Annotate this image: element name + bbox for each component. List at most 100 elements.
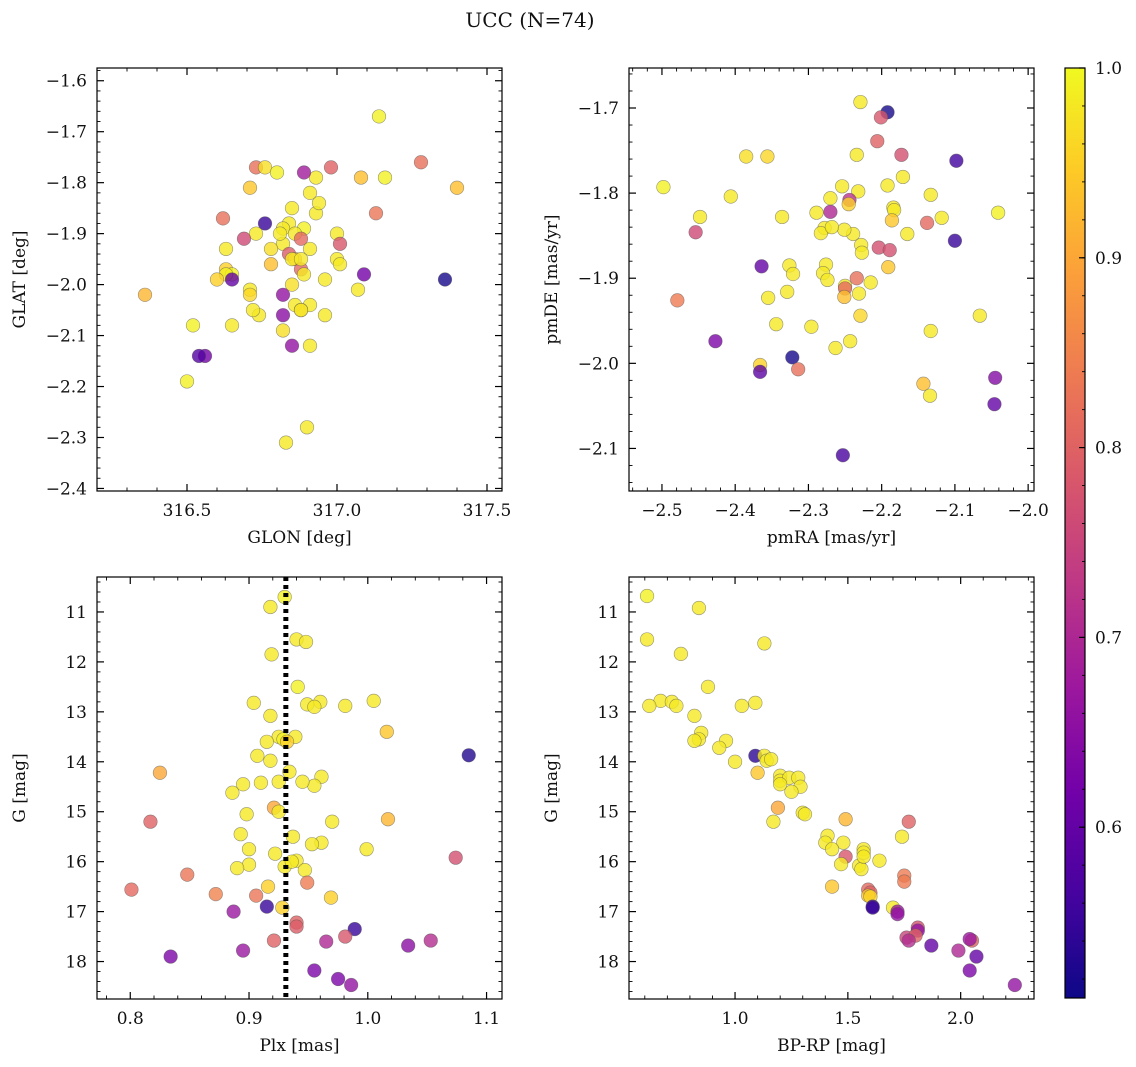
x-tick-label: 2.0 <box>947 1009 974 1029</box>
colorbar-tick-label: 0.9 <box>1095 249 1122 269</box>
data-point <box>308 170 324 185</box>
data-point <box>379 724 394 739</box>
data-point <box>293 231 309 246</box>
data-point <box>185 318 201 333</box>
data-point <box>700 679 716 694</box>
data-point <box>338 929 353 944</box>
data-point <box>835 448 850 463</box>
data-point <box>764 752 779 767</box>
data-point <box>837 222 852 237</box>
data-point <box>319 934 334 949</box>
data-point <box>260 879 276 894</box>
data-point <box>688 225 703 240</box>
data-point <box>143 814 158 829</box>
data-point <box>257 216 273 231</box>
data-point <box>225 785 240 800</box>
data-point <box>835 179 850 194</box>
y-tick-label: −2.1 <box>46 327 87 347</box>
data-point <box>780 284 795 299</box>
y-tick-label: −1.6 <box>46 72 87 92</box>
data-point <box>371 109 387 124</box>
y-axis-label: G [mag] <box>10 753 30 822</box>
data-point <box>752 364 768 379</box>
x-axis-label: pmRA [mas/yr] <box>767 528 896 548</box>
data-point <box>972 308 987 323</box>
y-tick-label: 14 <box>65 753 87 773</box>
y-tick-label: 11 <box>597 603 619 623</box>
data-point <box>359 842 374 857</box>
data-point <box>264 647 279 662</box>
data-point <box>248 226 264 241</box>
data-point <box>856 849 871 864</box>
data-point <box>259 899 274 914</box>
plot-frame <box>96 576 503 1000</box>
y-axis-label: G [mag] <box>542 753 562 822</box>
colorbar: 0.6 0.7 0.8 0.9 1.0 <box>1064 59 1122 999</box>
y-tick-label: −1.7 <box>578 99 619 119</box>
data-point <box>278 435 294 450</box>
data-point <box>923 323 938 339</box>
data-point <box>988 370 1003 385</box>
data-point <box>423 933 438 948</box>
x-tick-label: 317.5 <box>463 501 512 521</box>
data-point <box>332 257 348 272</box>
x-tick-label: 0.9 <box>236 1009 263 1029</box>
data-point <box>841 197 856 212</box>
data-point <box>263 241 279 257</box>
data-point <box>642 698 657 713</box>
data-point <box>820 272 835 288</box>
data-point <box>347 921 362 937</box>
data-point <box>785 350 800 365</box>
data-point <box>750 765 765 780</box>
y-tick-label: 14 <box>597 753 619 773</box>
data-point <box>923 187 938 202</box>
data-point <box>293 302 309 318</box>
data-point <box>987 397 1002 412</box>
data-point <box>249 888 264 903</box>
data-point <box>824 879 840 894</box>
data-point <box>263 708 278 723</box>
data-point <box>639 588 655 604</box>
data-point <box>263 257 279 272</box>
data-point <box>323 890 339 905</box>
y-tick-label: −1.8 <box>578 184 619 204</box>
y-tick-label: 11 <box>65 603 87 623</box>
data-point <box>894 829 910 844</box>
data-point <box>895 169 911 185</box>
data-point <box>295 774 310 789</box>
data-point <box>266 933 282 948</box>
data-point <box>865 900 880 915</box>
data-point <box>880 178 895 193</box>
data-point <box>838 812 853 827</box>
data-point <box>656 180 671 195</box>
x-tick-label: 0.8 <box>117 1009 144 1029</box>
data-point <box>757 636 772 651</box>
data-point <box>366 693 381 708</box>
data-point <box>448 850 463 865</box>
data-point <box>180 867 195 882</box>
data-point <box>317 308 333 323</box>
plot-frame <box>628 576 1035 1000</box>
x-axis-label: Plx [mas] <box>259 1036 339 1056</box>
data-point <box>246 695 261 710</box>
data-point <box>951 943 966 958</box>
data-point <box>849 147 864 162</box>
data-point <box>897 874 912 889</box>
data-point <box>739 149 754 164</box>
data-point <box>242 287 258 302</box>
data-point <box>922 388 938 403</box>
plot-frame <box>628 67 1035 492</box>
data-point <box>284 277 300 292</box>
data-point <box>245 302 261 318</box>
data-point <box>298 634 314 650</box>
y-tick-label: 12 <box>65 653 87 673</box>
data-point <box>828 340 843 356</box>
data-point <box>791 362 806 377</box>
data-point <box>833 857 849 872</box>
data-point <box>224 318 240 333</box>
data-point <box>300 875 315 890</box>
data-point <box>296 267 312 282</box>
data-point <box>872 853 887 868</box>
data-point <box>317 272 333 287</box>
data-point <box>218 241 234 257</box>
